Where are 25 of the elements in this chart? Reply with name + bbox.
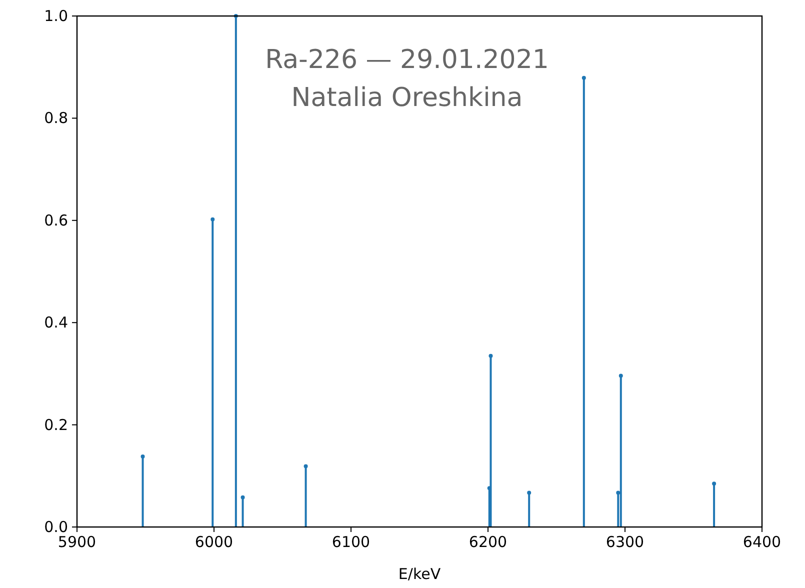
x-axis-title: E/keV [398, 565, 442, 583]
text: Natalia Oreshkina [291, 83, 523, 113]
y-tick-label: 0.2 [44, 416, 68, 434]
point [616, 490, 620, 495]
y-tick-label: 0.4 [44, 314, 68, 332]
point [240, 495, 245, 500]
point [210, 217, 215, 222]
text: Ra-226 — 29.01.2021 [265, 45, 549, 75]
point [304, 464, 308, 468]
x-tick-label: 6100 [332, 533, 370, 551]
x-tick-label: 6000 [194, 533, 234, 551]
x-tick-label: 6300 [606, 533, 644, 551]
y-tick-label: 0.6 [44, 211, 68, 230]
point [140, 454, 145, 458]
x-tick-label: 5900 [58, 533, 96, 551]
point [712, 482, 716, 486]
x-tick-label: 6400 [742, 533, 782, 551]
y-tick-label: 0.8 [44, 109, 68, 128]
y-tick-label: 1.0 [44, 7, 68, 25]
y-tick-label: 0.0 [44, 518, 68, 536]
point [618, 374, 623, 378]
x-tick-label: 6200 [468, 533, 508, 551]
point [582, 76, 586, 80]
point [527, 490, 532, 495]
point [488, 354, 493, 358]
